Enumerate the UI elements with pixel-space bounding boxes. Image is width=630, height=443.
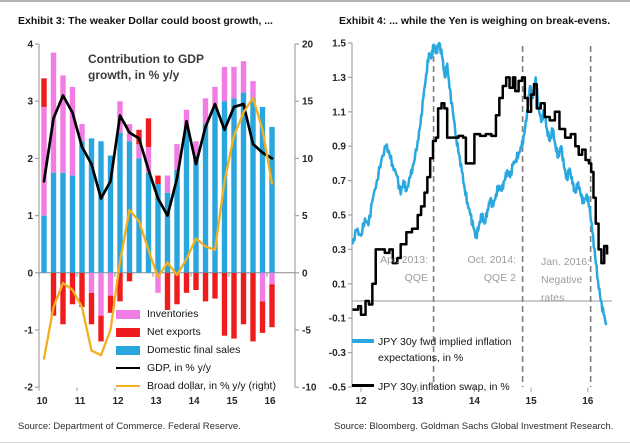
svg-text:-10: -10 — [302, 383, 317, 394]
svg-text:-0.3: -0.3 — [329, 348, 347, 359]
legend-label-line1: JPY 30y fwd implied inflation — [378, 336, 512, 348]
legend-label: Broad dollar, in % y/y (right) — [147, 380, 276, 392]
jpy-fwd-line-swatch — [352, 339, 374, 343]
legend-item-net-exports: Net exports — [116, 323, 276, 341]
svg-text:2: 2 — [27, 154, 33, 165]
net-exports-swatch — [116, 327, 140, 337]
jpy-swap-line-swatch — [352, 384, 374, 387]
svg-text:0: 0 — [27, 268, 33, 279]
svg-text:0.9: 0.9 — [332, 142, 346, 153]
broad-dollar-line — [42, 96, 274, 360]
legend-label: JPY 30y inflation swap, in % — [378, 379, 510, 395]
svg-text:1: 1 — [27, 211, 33, 222]
legend-item-inventories: Inventories — [116, 305, 276, 323]
exhibit3-bars — [41, 52, 275, 342]
plot-note-line2: growth, in % y/y — [88, 68, 180, 82]
svg-text:-0.5: -0.5 — [329, 383, 347, 394]
svg-text:10: 10 — [36, 396, 48, 407]
annotation-line: Apr. 2013: — [380, 254, 428, 266]
svg-text:11: 11 — [75, 396, 86, 407]
exhibit3-source: Source: Department of Commerce. Federal … — [18, 421, 241, 432]
legend-label: Net exports — [147, 326, 201, 338]
legend-item-jpy-swap: JPY 30y inflation swap, in % — [352, 379, 511, 395]
domestic-final-sales-swatch — [116, 345, 140, 355]
svg-text:15: 15 — [526, 396, 538, 407]
svg-text:15: 15 — [302, 97, 314, 108]
svg-text:3: 3 — [27, 97, 33, 108]
annotation-line: Oct. 2014: — [467, 254, 516, 266]
svg-text:1.1: 1.1 — [332, 107, 346, 118]
svg-text:0.1: 0.1 — [332, 279, 346, 290]
svg-text:0.3: 0.3 — [332, 245, 346, 256]
svg-text:10: 10 — [302, 154, 314, 165]
svg-text:14: 14 — [469, 396, 481, 407]
legend-item-broad-dollar: Broad dollar, in % y/y (right) — [116, 377, 276, 395]
svg-text:15: 15 — [226, 396, 238, 407]
svg-text:14: 14 — [188, 396, 200, 407]
svg-text:-0.1: -0.1 — [329, 314, 347, 325]
svg-text:20: 20 — [302, 40, 314, 51]
legend-label: Inventories — [147, 308, 199, 320]
inventories-swatch — [116, 309, 140, 319]
annotation-qqe: Apr. 2013: QQE — [350, 251, 428, 287]
legend-label: JPY 30y fwd implied inflation expectatio… — [378, 334, 511, 366]
annotation-line: QQE 2 — [483, 272, 516, 284]
annotation-negative-rates: Jan. 2016: Negative rates — [541, 253, 601, 307]
svg-text:1.5: 1.5 — [332, 39, 346, 50]
legend-label-line2: expectations, in % — [378, 352, 464, 364]
exhibit3-legend: Inventories Net exports Domestic final s… — [116, 305, 276, 395]
svg-text:-5: -5 — [302, 326, 311, 337]
jpy-fwd-inflation-line — [351, 41, 608, 326]
legend-item-gdp: GDP, in % y/y — [116, 359, 276, 377]
exhibit4-series — [351, 41, 609, 326]
svg-text:16: 16 — [264, 396, 276, 407]
svg-text:1.3: 1.3 — [332, 73, 346, 84]
broad-dollar-line-swatch — [116, 384, 140, 388]
svg-text:13: 13 — [412, 396, 424, 407]
exhibit3-title: Exhibit 3: The weaker Dollar could boost… — [18, 15, 273, 27]
gdp-line-swatch — [116, 366, 140, 370]
svg-text:-1: -1 — [24, 326, 33, 337]
svg-text:16: 16 — [582, 396, 594, 407]
svg-text:0.5: 0.5 — [332, 211, 346, 222]
plot-note-line1: Contribution to GDP — [88, 52, 204, 66]
svg-text:4: 4 — [27, 40, 33, 51]
exhibit3-plot-note: Contribution to GDP growth, in % y/y — [88, 51, 204, 83]
annotation-qqe2: Oct. 2014: QQE 2 — [438, 251, 516, 287]
legend-label-line1: JPY 30y inflation swap, in % — [378, 381, 510, 393]
exhibit4-legend: JPY 30y fwd implied inflation expectatio… — [352, 334, 511, 395]
annotation-line: Jan. 2016: — [541, 256, 591, 268]
svg-text:0.7: 0.7 — [332, 176, 346, 187]
exhibit4-source: Source: Bloomberg. Goldman Sachs Global … — [334, 421, 614, 432]
exhibit4-title: Exhibit 4: ... while the Yen is weighing… — [339, 15, 611, 27]
legend-label: Domestic final sales — [147, 344, 241, 356]
legend-label: GDP, in % y/y — [147, 362, 211, 374]
jpy-inflation-swap-line — [352, 76, 609, 317]
svg-text:5: 5 — [302, 211, 308, 222]
legend-item-jpy-fwd-inflation: JPY 30y fwd implied inflation expectatio… — [352, 334, 511, 366]
svg-text:13: 13 — [150, 396, 162, 407]
exhibit4-plot: 1.5 1.3 1.1 0.9 0.7 0.5 0.3 0.1 -0.1 -0.3 -0.5 12 13… — [329, 39, 612, 407]
svg-text:12: 12 — [112, 396, 124, 407]
annotation-line: QQE — [404, 272, 428, 284]
svg-text:12: 12 — [355, 396, 367, 407]
gdp-line — [42, 94, 274, 217]
annotation-line: Negative — [541, 274, 583, 286]
legend-item-domestic-final-sales: Domestic final sales — [116, 341, 276, 359]
annotation-line: rates — [541, 292, 565, 304]
svg-text:-2: -2 — [24, 383, 33, 394]
svg-text:0: 0 — [302, 268, 308, 279]
